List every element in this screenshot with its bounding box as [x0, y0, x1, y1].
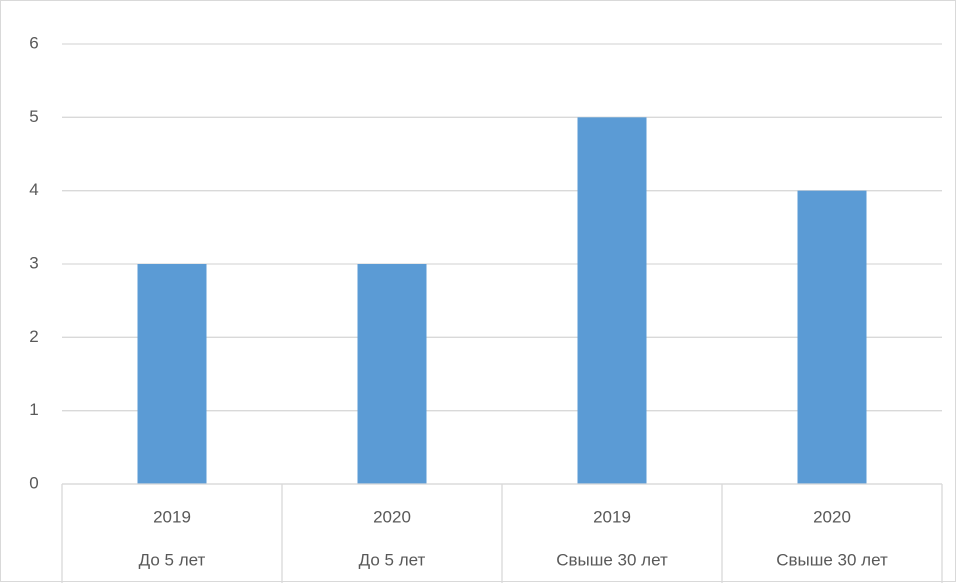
category-axis: 2019 До 5 лет 2020 До 5 лет 2019 Свыше 30 лет… [61, 483, 943, 583]
y-tick-label: 6 [29, 33, 38, 52]
x-tick-label-group: До 5 лет [139, 550, 206, 569]
bar-0 [137, 264, 207, 484]
y-tick-label: 4 [29, 180, 38, 199]
y-axis-ticks: 0 1 2 3 4 5 6 [29, 33, 38, 492]
bar-2 [577, 117, 647, 484]
y-tick-label: 1 [29, 400, 38, 419]
y-tick-label: 0 [29, 473, 38, 492]
x-tick-label-year: 2020 [813, 507, 851, 526]
x-tick-label-group: Свыше 30 лет [776, 550, 888, 569]
bar-1 [357, 264, 427, 484]
y-tick-label: 5 [29, 107, 38, 126]
bars [137, 117, 867, 484]
y-tick-label: 3 [29, 253, 38, 272]
gridlines [62, 43, 942, 485]
x-tick-label-group: Свыше 30 лет [556, 550, 668, 569]
x-tick-label-year: 2019 [153, 507, 191, 526]
x-tick-label-group: До 5 лет [359, 550, 426, 569]
x-tick-label-year: 2020 [373, 507, 411, 526]
y-tick-label: 2 [29, 327, 38, 346]
bar-3 [797, 190, 867, 484]
x-tick-label-year: 2019 [593, 507, 631, 526]
